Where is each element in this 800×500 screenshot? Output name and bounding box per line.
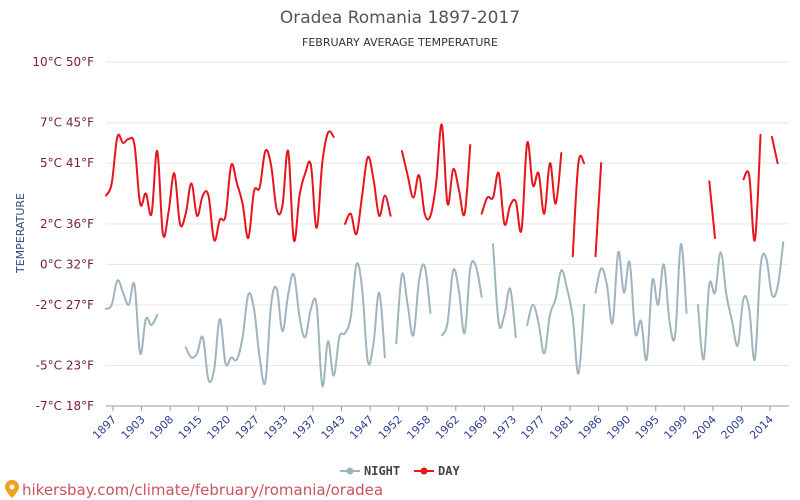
day-line-segment bbox=[708, 180, 717, 240]
y-tick-label: -5°C 23°F bbox=[36, 359, 94, 373]
x-tick-label: 2009 bbox=[719, 413, 748, 442]
y-tick-label: 0°C 32°F bbox=[40, 257, 94, 271]
x-tick-label: 1958 bbox=[404, 413, 433, 442]
legend-night-marker bbox=[346, 467, 354, 475]
chart-title: Oradea Romania 1897-2017 bbox=[280, 8, 520, 28]
y-tick-label: 10°C 50°F bbox=[32, 55, 94, 69]
day-line-segment bbox=[480, 141, 563, 233]
x-tick-label: 2004 bbox=[690, 413, 719, 442]
night-line-segment bbox=[105, 279, 159, 355]
location-pin-icon bbox=[5, 480, 19, 498]
day-line-segment bbox=[594, 162, 603, 258]
night-line-segment bbox=[492, 243, 517, 339]
watermark[interactable]: hikersbay.com/climate/february/romania/o… bbox=[5, 480, 383, 499]
y-tick-label: -7°C 18°F bbox=[36, 399, 94, 413]
x-tick-label: 1903 bbox=[119, 413, 148, 442]
day-line-segment bbox=[770, 135, 779, 165]
grid-layer bbox=[106, 61, 789, 411]
night-line-segment bbox=[526, 269, 586, 375]
series-night bbox=[105, 241, 785, 387]
night-line-segment bbox=[395, 263, 432, 345]
x-tick-label: 1999 bbox=[661, 413, 690, 442]
night-line-segment bbox=[184, 262, 386, 387]
legend-item-day[interactable]: DAY bbox=[414, 464, 460, 478]
night-line-segment bbox=[594, 243, 688, 362]
y-tick-label: -2°C 27°F bbox=[36, 298, 94, 312]
x-tick-label: 1927 bbox=[233, 413, 262, 442]
x-tick-label: 1986 bbox=[576, 413, 605, 442]
x-tick-label: 1952 bbox=[376, 413, 405, 442]
y-tick-labels: 10°C 50°F 7°C 45°F 5°C 41°F 2°C 36°F 0°C 32°… bbox=[32, 55, 94, 413]
x-tick-label: 1915 bbox=[176, 413, 205, 442]
y-tick-label: 5°C 41°F bbox=[40, 156, 94, 170]
series-day bbox=[105, 123, 779, 258]
x-tick-label: 1920 bbox=[204, 413, 233, 442]
day-line-segment bbox=[105, 130, 335, 242]
x-tick-label: 1969 bbox=[461, 413, 490, 442]
x-tick-label: 1995 bbox=[633, 413, 662, 442]
day-line-segment bbox=[571, 154, 586, 258]
x-tick-label: 1990 bbox=[604, 413, 633, 442]
x-tick-label: 1962 bbox=[433, 413, 462, 442]
legend-day-marker bbox=[420, 467, 428, 475]
x-tick-label: 1937 bbox=[290, 413, 319, 442]
night-line-segment bbox=[696, 241, 785, 362]
y-axis-label: TEMPERATURE bbox=[14, 193, 27, 274]
legend-item-night[interactable]: NIGHT bbox=[340, 464, 400, 478]
y-tick-label: 2°C 36°F bbox=[40, 217, 94, 231]
x-tick-label: 1981 bbox=[547, 413, 576, 442]
series-layer bbox=[105, 123, 785, 387]
watermark-link[interactable]: hikersbay.com/climate/february/romania/o… bbox=[22, 481, 383, 499]
x-tick-label: 1947 bbox=[347, 413, 376, 442]
day-line-segment bbox=[742, 133, 762, 242]
x-tick-label: 1897 bbox=[90, 413, 119, 442]
day-line-segment bbox=[400, 123, 472, 221]
legend-night-label: NIGHT bbox=[364, 464, 400, 478]
x-tick-label: 1973 bbox=[490, 413, 519, 442]
x-tick-label: 1908 bbox=[147, 413, 176, 442]
x-tick-labels: 1897 1903 1908 1915 1920 1927 1933 1937 1943 1947… bbox=[90, 413, 776, 442]
legend[interactable]: NIGHT DAY bbox=[340, 464, 460, 478]
y-tick-label: 7°C 45°F bbox=[40, 116, 94, 130]
x-tick-label: 2014 bbox=[747, 413, 776, 442]
x-tick-label: 1943 bbox=[319, 413, 348, 442]
x-tick-label: 1977 bbox=[519, 413, 548, 442]
x-tick-label: 1933 bbox=[262, 413, 291, 442]
chart-subtitle: FEBRUARY AVERAGE TEMPERATURE bbox=[302, 36, 498, 49]
day-line-segment bbox=[344, 155, 392, 236]
legend-day-label: DAY bbox=[438, 464, 460, 478]
night-line-segment bbox=[440, 259, 483, 337]
